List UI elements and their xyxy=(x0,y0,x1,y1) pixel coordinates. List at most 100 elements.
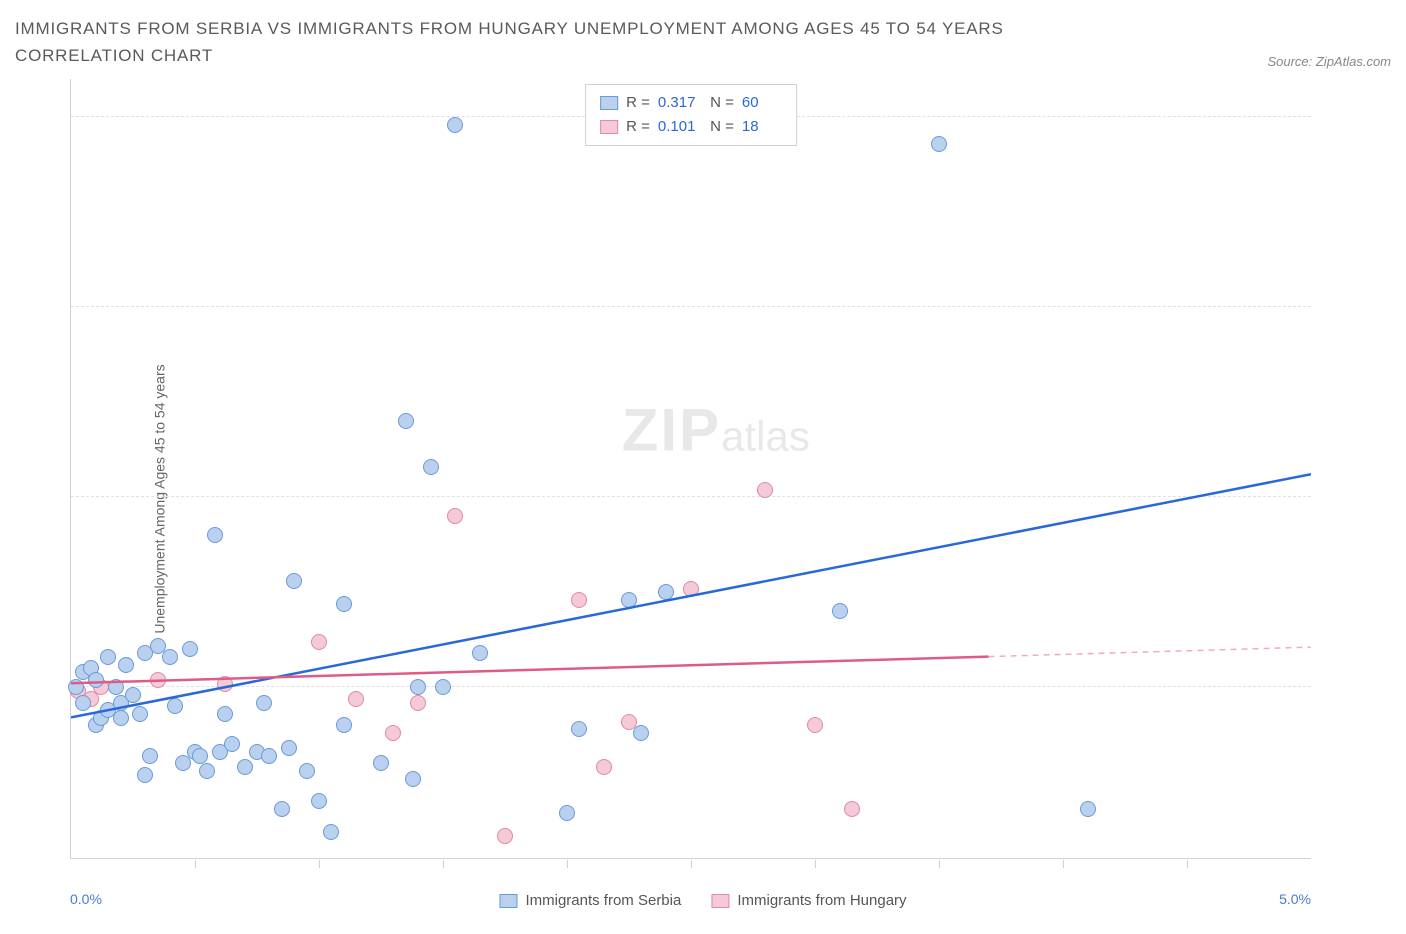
data-point xyxy=(286,573,302,589)
n-label: N = xyxy=(706,91,734,115)
data-point xyxy=(75,695,91,711)
data-point xyxy=(435,679,451,695)
data-point xyxy=(68,679,84,695)
data-point xyxy=(100,649,116,665)
data-point xyxy=(405,771,421,787)
chart-title: IMMIGRANTS FROM SERBIA VS IMMIGRANTS FRO… xyxy=(15,15,1115,69)
source-attribution: Source: ZipAtlas.com xyxy=(1267,54,1391,69)
legend-item-serbia: Immigrants from Serbia xyxy=(499,892,681,909)
x-tick xyxy=(195,860,196,868)
data-point xyxy=(571,721,587,737)
data-point xyxy=(256,695,272,711)
data-point xyxy=(217,676,233,692)
data-point xyxy=(621,592,637,608)
series-name-serbia: Immigrants from Serbia xyxy=(525,892,681,909)
gridline xyxy=(71,496,1311,497)
data-point xyxy=(398,413,414,429)
data-point xyxy=(596,759,612,775)
data-point xyxy=(132,706,148,722)
data-point xyxy=(336,717,352,733)
x-tick xyxy=(691,860,692,868)
data-point xyxy=(142,748,158,764)
n-label: N = xyxy=(706,115,734,139)
data-point xyxy=(224,736,240,752)
data-point xyxy=(113,710,129,726)
x-tick xyxy=(567,860,568,868)
data-point xyxy=(683,581,699,597)
trend-lines xyxy=(71,79,1311,858)
data-point xyxy=(118,657,134,673)
data-point xyxy=(281,740,297,756)
data-point xyxy=(844,801,860,817)
x-tick xyxy=(815,860,816,868)
data-point xyxy=(207,527,223,543)
data-point xyxy=(311,634,327,650)
data-point xyxy=(571,592,587,608)
data-point xyxy=(410,679,426,695)
n-value-hungary: 18 xyxy=(742,115,782,139)
data-point xyxy=(336,596,352,612)
data-point xyxy=(348,691,364,707)
data-point xyxy=(175,755,191,771)
watermark: ZIPatlas xyxy=(622,395,810,464)
data-point xyxy=(559,805,575,821)
r-value-serbia: 0.317 xyxy=(658,91,698,115)
x-tick xyxy=(443,860,444,868)
data-point xyxy=(385,725,401,741)
data-point xyxy=(299,763,315,779)
data-point xyxy=(410,695,426,711)
data-point xyxy=(192,748,208,764)
data-point xyxy=(137,767,153,783)
data-point xyxy=(447,117,463,133)
data-point xyxy=(88,672,104,688)
swatch-serbia xyxy=(600,96,618,110)
plot-area: ZIPatlas R = 0.317 N = 60 R = 0.101 N = … xyxy=(70,79,1311,859)
x-tick xyxy=(1187,860,1188,868)
data-point xyxy=(931,136,947,152)
x-tick xyxy=(939,860,940,868)
data-point xyxy=(217,706,233,722)
data-point xyxy=(150,672,166,688)
gridline xyxy=(71,306,1311,307)
r-label: R = xyxy=(626,115,650,139)
series-name-hungary: Immigrants from Hungary xyxy=(737,892,906,909)
data-point xyxy=(447,508,463,524)
series-legend: Immigrants from Serbia Immigrants from H… xyxy=(499,892,906,909)
data-point xyxy=(1080,801,1096,817)
n-value-serbia: 60 xyxy=(742,91,782,115)
data-point xyxy=(497,828,513,844)
x-tick xyxy=(319,860,320,868)
data-point xyxy=(199,763,215,779)
data-point xyxy=(832,603,848,619)
r-value-hungary: 0.101 xyxy=(658,115,698,139)
data-point xyxy=(633,725,649,741)
r-label: R = xyxy=(626,91,650,115)
legend-row-hungary: R = 0.101 N = 18 xyxy=(600,115,782,139)
data-point xyxy=(807,717,823,733)
watermark-zip: ZIP xyxy=(622,396,721,463)
data-point xyxy=(108,679,124,695)
swatch-serbia xyxy=(499,894,517,908)
swatch-hungary xyxy=(711,894,729,908)
swatch-hungary xyxy=(600,120,618,134)
chart-container: Unemployment Among Ages 45 to 54 years Z… xyxy=(15,79,1391,919)
x-axis-max-label: 5.0% xyxy=(1279,891,1311,907)
watermark-atlas: atlas xyxy=(721,412,810,459)
x-tick xyxy=(1063,860,1064,868)
data-point xyxy=(125,687,141,703)
data-point xyxy=(311,793,327,809)
legend-row-serbia: R = 0.317 N = 60 xyxy=(600,91,782,115)
data-point xyxy=(757,482,773,498)
x-axis-min-label: 0.0% xyxy=(70,891,102,907)
data-point xyxy=(274,801,290,817)
data-point xyxy=(658,584,674,600)
legend-item-hungary: Immigrants from Hungary xyxy=(711,892,906,909)
data-point xyxy=(261,748,277,764)
data-point xyxy=(373,755,389,771)
data-point xyxy=(182,641,198,657)
stats-legend: R = 0.317 N = 60 R = 0.101 N = 18 xyxy=(585,84,797,146)
data-point xyxy=(472,645,488,661)
data-point xyxy=(423,459,439,475)
gridline xyxy=(71,686,1311,687)
data-point xyxy=(162,649,178,665)
